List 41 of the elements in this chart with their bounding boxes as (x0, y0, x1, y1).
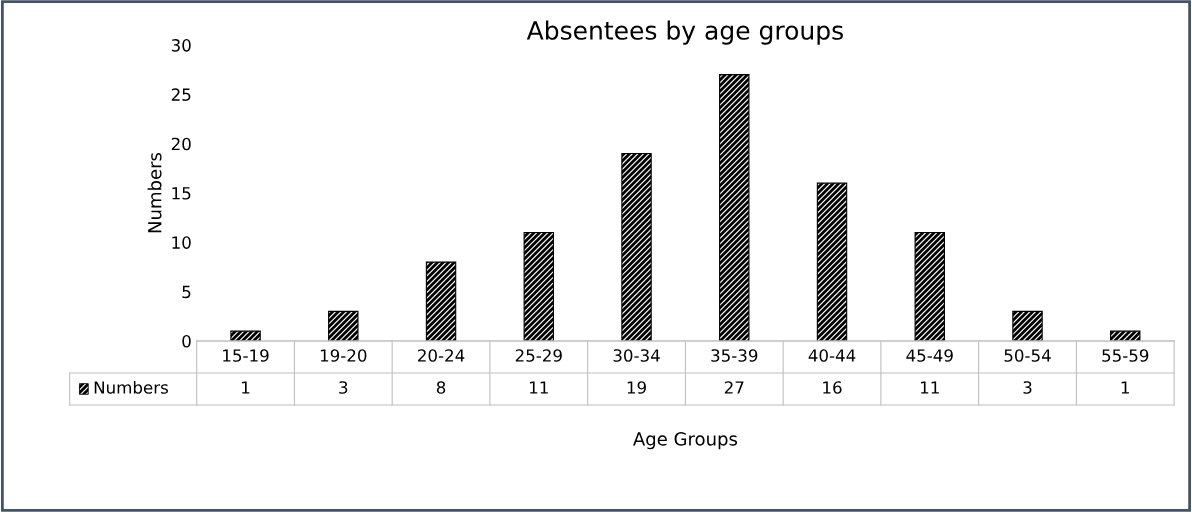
bar (523, 231, 555, 341)
bar (719, 74, 750, 341)
legend-label: Numbers (94, 380, 168, 394)
bar (425, 261, 457, 341)
x-axis-title: Age Groups (633, 432, 738, 450)
y-axis-title: Numbers (147, 152, 162, 233)
bar (230, 330, 261, 341)
y-tick-label: 25 (171, 88, 191, 101)
data-label: 27 (724, 381, 744, 394)
data-label: 1 (242, 381, 250, 394)
data-label: 1 (1121, 381, 1130, 394)
x-tick-label: 25-29 (515, 349, 562, 362)
x-tick-label: 35-39 (711, 349, 758, 362)
bar (816, 182, 848, 341)
data-label: 11 (920, 381, 939, 394)
x-tick-label: 19-20 (320, 349, 367, 362)
data-label: 8 (436, 381, 446, 394)
y-tick-label: 5 (182, 285, 191, 299)
x-tick-label: 50-54 (1004, 349, 1051, 362)
data-label: 11 (530, 381, 548, 394)
x-tick-label: 45-49 (906, 349, 953, 362)
y-tick-label: 30 (171, 39, 191, 52)
data-label: 16 (823, 381, 842, 394)
x-tick-label: 20-24 (418, 349, 465, 362)
bar (1110, 330, 1141, 341)
x-tick-label: 55-59 (1102, 349, 1149, 362)
data-label: 3 (1023, 381, 1032, 394)
data-label: 3 (339, 381, 348, 394)
bar (328, 310, 359, 341)
y-tick-label: 10 (172, 236, 191, 249)
x-tick-label: 15-19 (223, 349, 269, 362)
data-label: 19 (627, 381, 646, 394)
bar (621, 153, 652, 341)
bar (1012, 310, 1043, 341)
chart-title: Absentees by age groups (526, 20, 843, 45)
x-tick-label: 40-44 (808, 349, 856, 362)
y-tick-label: 15 (172, 187, 191, 200)
x-tick-label: 30-34 (613, 349, 660, 362)
bar (914, 231, 945, 341)
y-tick-label: 20 (171, 137, 191, 151)
y-tick-label: 0 (182, 334, 191, 348)
